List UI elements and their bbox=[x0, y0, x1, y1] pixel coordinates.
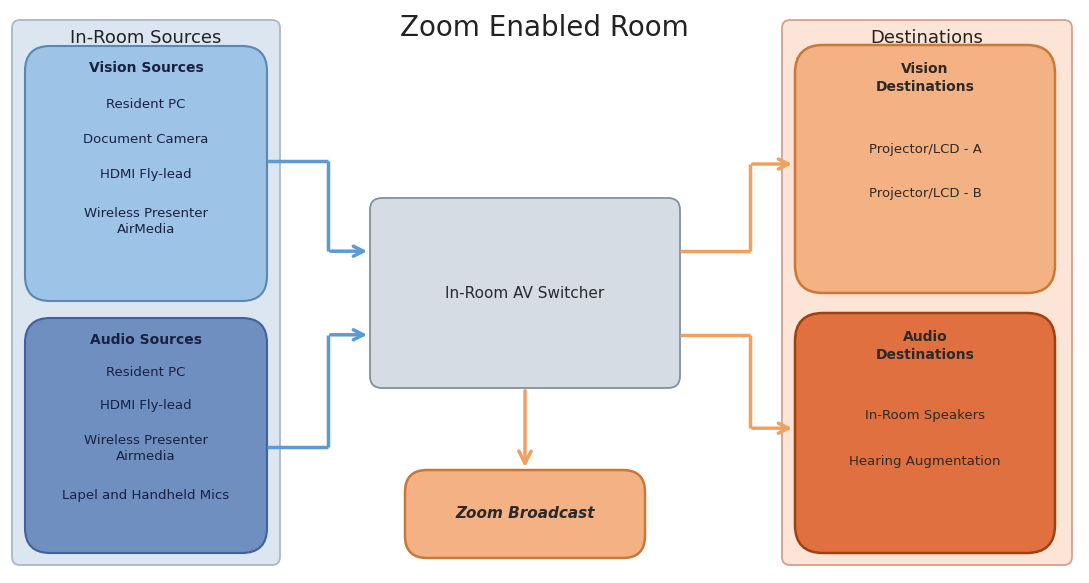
Text: In-Room Sources: In-Room Sources bbox=[71, 29, 222, 47]
Text: Resident PC: Resident PC bbox=[107, 367, 186, 380]
FancyBboxPatch shape bbox=[12, 20, 280, 565]
Text: Document Camera: Document Camera bbox=[84, 132, 209, 146]
Text: Destinations: Destinations bbox=[870, 29, 983, 47]
Text: Audio
Destinations: Audio Destinations bbox=[876, 331, 975, 361]
Text: Hearing Augmentation: Hearing Augmentation bbox=[849, 455, 1001, 468]
Text: Zoom Enabled Room: Zoom Enabled Room bbox=[400, 14, 689, 42]
Text: Vision Sources: Vision Sources bbox=[88, 61, 204, 75]
Text: In-Room Speakers: In-Room Speakers bbox=[865, 409, 984, 422]
Text: In-Room AV Switcher: In-Room AV Switcher bbox=[445, 286, 604, 300]
Text: HDMI Fly-lead: HDMI Fly-lead bbox=[100, 399, 192, 413]
FancyBboxPatch shape bbox=[25, 318, 267, 553]
Text: HDMI Fly-lead: HDMI Fly-lead bbox=[100, 167, 192, 181]
FancyBboxPatch shape bbox=[405, 470, 645, 558]
FancyBboxPatch shape bbox=[795, 313, 1055, 553]
Text: Projector/LCD - B: Projector/LCD - B bbox=[869, 187, 981, 199]
Text: Resident PC: Resident PC bbox=[107, 97, 186, 111]
FancyBboxPatch shape bbox=[25, 46, 267, 301]
Text: Wireless Presenter
Airmedia: Wireless Presenter Airmedia bbox=[84, 434, 208, 462]
Text: Projector/LCD - A: Projector/LCD - A bbox=[869, 143, 981, 156]
Text: Audio Sources: Audio Sources bbox=[90, 333, 201, 347]
Text: Zoom Broadcast: Zoom Broadcast bbox=[455, 507, 595, 522]
FancyBboxPatch shape bbox=[782, 20, 1072, 565]
Text: Lapel and Handheld Mics: Lapel and Handheld Mics bbox=[62, 490, 230, 503]
Text: Wireless Presenter
AirMedia: Wireless Presenter AirMedia bbox=[84, 206, 208, 236]
FancyBboxPatch shape bbox=[370, 198, 680, 388]
FancyBboxPatch shape bbox=[795, 45, 1055, 293]
Text: Vision
Destinations: Vision Destinations bbox=[876, 62, 975, 94]
